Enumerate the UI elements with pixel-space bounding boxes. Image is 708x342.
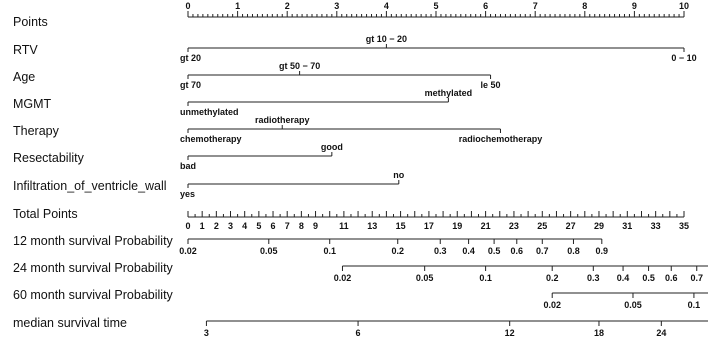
age-level-label: gt 50 − 70 — [279, 61, 320, 71]
total-points-tick-label: 23 — [509, 221, 519, 231]
total-points-tick-label: 25 — [537, 221, 547, 231]
median-survival-time-tick-label: 18 — [594, 328, 604, 338]
total-points-tick-label: 33 — [651, 221, 661, 231]
row-label-24-month-survival-probability: 24 month survival Probability — [13, 261, 174, 275]
12-month-survival-probability-tick-label: 0.4 — [462, 246, 475, 256]
12-month-survival-probability-tick-label: 0.7 — [536, 246, 549, 256]
24-month-survival-probability-tick-label: 0.2 — [546, 273, 559, 283]
rtv-level-label: 0 − 10 — [671, 53, 696, 63]
total-points-tick-label: 2 — [214, 221, 219, 231]
points-tick-label: 8 — [582, 1, 587, 11]
infiltration-of-ventricle-wall-level-label: yes — [180, 189, 195, 199]
total-points-tick-label: 13 — [367, 221, 377, 231]
12-month-survival-probability-tick-label: 0.02 — [179, 246, 197, 256]
points-tick-label: 6 — [483, 1, 488, 11]
12-month-survival-probability-tick-label: 0.05 — [260, 246, 278, 256]
total-points-tick-label: 4 — [242, 221, 247, 231]
12-month-survival-probability-tick-label: 0.6 — [511, 246, 524, 256]
resectability-level-label: good — [321, 142, 343, 152]
row-label-age: Age — [13, 70, 35, 84]
therapy-level-label: radiotherapy — [255, 115, 310, 125]
row-label-infiltration-of-ventricle-wall: Infiltration_of_ventricle_wall — [13, 179, 167, 193]
24-month-survival-probability-tick-label: 0.3 — [587, 273, 600, 283]
mgmt-level-label: unmethylated — [180, 107, 239, 117]
60-month-survival-probability-tick-label: 0.1 — [688, 300, 701, 310]
points-tick-label: 7 — [533, 1, 538, 11]
points-tick-label: 4 — [384, 1, 389, 11]
points-tick-label: 9 — [632, 1, 637, 11]
total-points-tick-label: 29 — [594, 221, 604, 231]
12-month-survival-probability-tick-label: 0.2 — [391, 246, 404, 256]
total-points-tick-label: 8 — [299, 221, 304, 231]
12-month-survival-probability-tick-label: 0.8 — [567, 246, 580, 256]
24-month-survival-probability-tick-label: 0.7 — [690, 273, 703, 283]
points-tick-label: 10 — [679, 1, 689, 11]
resectability-level-label: bad — [180, 161, 196, 171]
points-tick-label: 5 — [433, 1, 438, 11]
total-points-tick-label: 21 — [481, 221, 491, 231]
12-month-survival-probability-tick-label: 0.9 — [596, 246, 609, 256]
24-month-survival-probability-tick-label: 0.1 — [479, 273, 492, 283]
median-survival-time-tick-label: 6 — [356, 328, 361, 338]
points-tick-label: 0 — [185, 1, 190, 11]
row-label-rtv: RTV — [13, 43, 38, 57]
total-points-tick-label: 0 — [185, 221, 190, 231]
12-month-survival-probability-tick-label: 0.3 — [434, 246, 447, 256]
total-points-tick-label: 19 — [452, 221, 462, 231]
infiltration-of-ventricle-wall-level-label: no — [393, 170, 404, 180]
points-tick-label: 3 — [334, 1, 339, 11]
row-label-12-month-survival-probability: 12 month survival Probability — [13, 234, 174, 248]
total-points-tick-label: 15 — [396, 221, 406, 231]
median-survival-time-tick-label: 3 — [204, 328, 209, 338]
total-points-tick-label: 1 — [200, 221, 205, 231]
24-month-survival-probability-tick-label: 0.05 — [416, 273, 434, 283]
row-label-mgmt: MGMT — [13, 97, 52, 111]
60-month-survival-probability-tick-label: 0.05 — [624, 300, 642, 310]
points-tick-label: 1 — [235, 1, 240, 11]
row-label-median-survival-time: median survival time — [13, 316, 127, 330]
total-points-tick-label: 5 — [256, 221, 261, 231]
row-label-points: Points — [13, 15, 48, 29]
rtv-level-label: gt 10 − 20 — [366, 34, 407, 44]
row-label-60-month-survival-probability: 60 month survival Probability — [13, 288, 174, 302]
rtv-level-label: gt 20 — [180, 53, 201, 63]
total-points-tick-label: 9 — [313, 221, 318, 231]
total-points-tick-label: 27 — [566, 221, 576, 231]
total-points-tick-label: 17 — [424, 221, 434, 231]
24-month-survival-probability-tick-label: 0.5 — [642, 273, 655, 283]
12-month-survival-probability-tick-label: 0.1 — [323, 246, 336, 256]
12-month-survival-probability-tick-label: 0.5 — [488, 246, 501, 256]
24-month-survival-probability-tick-label: 0.6 — [665, 273, 678, 283]
total-points-tick-label: 31 — [622, 221, 632, 231]
24-month-survival-probability-tick-label: 0.02 — [334, 273, 352, 283]
row-label-therapy: Therapy — [13, 124, 60, 138]
age-level-label: gt 70 — [180, 80, 201, 90]
points-tick-label: 2 — [285, 1, 290, 11]
total-points-tick-label: 35 — [679, 221, 689, 231]
total-points-tick-label: 7 — [285, 221, 290, 231]
row-label-total-points: Total Points — [13, 207, 78, 221]
total-points-tick-label: 6 — [271, 221, 276, 231]
therapy-level-label: radiochemotherapy — [459, 134, 543, 144]
60-month-survival-probability-tick-label: 0.02 — [543, 300, 561, 310]
row-label-resectability: Resectability — [13, 151, 85, 165]
total-points-tick-label: 3 — [228, 221, 233, 231]
therapy-level-label: chemotherapy — [180, 134, 242, 144]
24-month-survival-probability-tick-label: 0.4 — [617, 273, 630, 283]
age-level-label: le 50 — [481, 80, 501, 90]
median-survival-time-tick-label: 24 — [656, 328, 666, 338]
median-survival-time-tick-label: 12 — [505, 328, 515, 338]
mgmt-level-label: methylated — [425, 88, 473, 98]
total-points-tick-label: 11 — [339, 221, 349, 231]
